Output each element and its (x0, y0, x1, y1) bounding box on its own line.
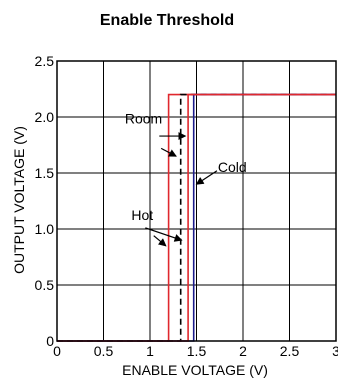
x-tick-label: 0.5 (94, 343, 114, 359)
x-tick-label: 2 (239, 343, 247, 359)
annotation-label-hot: Hot (131, 207, 153, 223)
y-tick-label: 2.0 (35, 109, 55, 125)
x-tick-label: 1 (146, 343, 154, 359)
x-tick-label: 3 (332, 343, 338, 359)
tick-labels: 0 0.5 1 1.5 2 2.5 3 0 0.5 1.0 1.5 2.0 2.5 (35, 53, 338, 359)
x-tick-label: 0 (53, 343, 61, 359)
y-tick-label: 1.0 (35, 221, 55, 237)
annotation-arrow (145, 227, 183, 242)
annotation-arrow (195, 170, 218, 185)
annotation-label-cold: Cold (218, 159, 247, 175)
x-tick-label: 2.5 (280, 343, 300, 359)
chart-title: Enable Threshold (100, 12, 234, 29)
y-tick-label: 0 (46, 333, 54, 349)
y-tick-label: 0.5 (35, 277, 55, 293)
plot-frame (56, 60, 337, 342)
gridlines (56, 60, 337, 342)
annotations: Room Cold Hot (125, 111, 247, 247)
x-tick-label: 1.5 (187, 343, 207, 359)
y-tick-label: 1.5 (35, 165, 55, 181)
x-axis-label: ENABLE VOLTAGE (V) (122, 362, 268, 378)
annotation-arrow (160, 147, 177, 157)
y-tick-label: 2.5 (35, 53, 55, 69)
annotation-arrow (153, 235, 167, 247)
annotation-label-room: Room (125, 111, 162, 127)
y-axis-label: OUTPUT VOLTAGE (V) (11, 126, 27, 274)
